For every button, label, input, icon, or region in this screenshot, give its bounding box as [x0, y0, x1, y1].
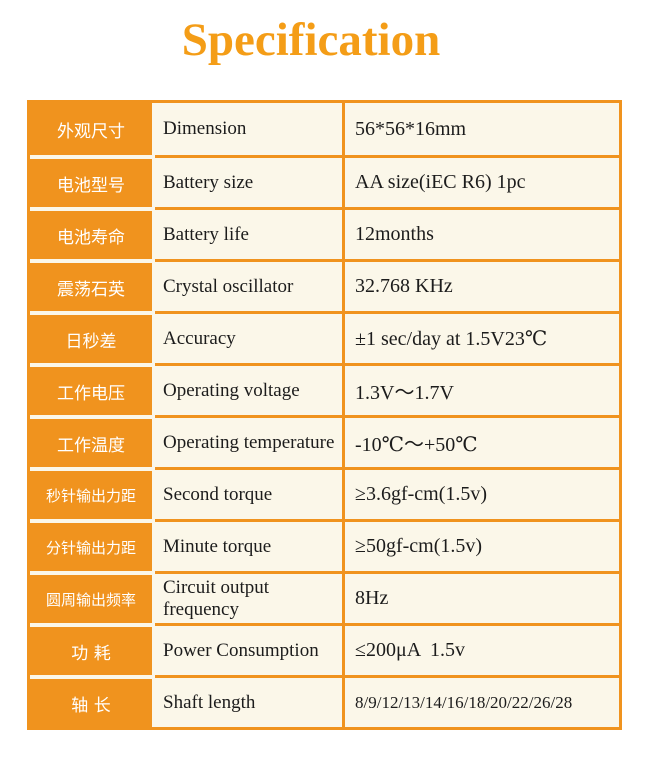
- spec-label-en: Battery size: [155, 155, 345, 207]
- spec-label-cn: 工作电压: [30, 363, 155, 415]
- spec-label-en: Circuit output frequency: [155, 571, 345, 623]
- page-title: Specification: [181, 14, 441, 66]
- spec-value: 32.768 KHz: [345, 259, 619, 311]
- spec-label-en: Crystal oscillator: [155, 259, 345, 311]
- spec-label-cn: 电池型号: [30, 155, 155, 207]
- spec-label-en: Accuracy: [155, 311, 345, 363]
- spec-label-en: Power Consumption: [155, 623, 345, 675]
- spec-value: ≥50gf-cm(1.5v): [345, 519, 619, 571]
- spec-value: ≤200μA 1.5v: [345, 623, 619, 675]
- spec-value: 12months: [345, 207, 619, 259]
- spec-label-en: Dimension: [155, 103, 345, 155]
- spec-label-en: Operating temperature: [155, 415, 345, 467]
- spec-label-cn: 秒针输出力距: [30, 467, 155, 519]
- spec-value: ±1 sec/day at 1.5V23℃: [345, 311, 619, 363]
- spec-label-cn: 轴 长: [30, 675, 155, 727]
- spec-value: AA size(iEC R6) 1pc: [345, 155, 619, 207]
- spec-label-en: Minute torque: [155, 519, 345, 571]
- spec-label-en: Shaft length: [155, 675, 345, 727]
- spec-value: 56*56*16mm: [355, 117, 467, 140]
- spec-label-cn: 功 耗: [30, 623, 155, 675]
- spec-label-cn: 日秒差: [30, 311, 155, 363]
- spec-label-cn: 震荡石英: [30, 259, 155, 311]
- spec-value: 8Hz: [345, 571, 619, 623]
- spec-value: -10℃～+50℃: [345, 415, 619, 467]
- spec-value: ≥3.6gf-cm(1.5v): [345, 467, 619, 519]
- spec-label-cn: 工作温度: [30, 415, 155, 467]
- spec-value: 1.3V～1.7V: [345, 363, 619, 415]
- spec-value: 8/9/12/13/14/16/18/20/22/26/28: [345, 675, 619, 727]
- spec-label-cn: 分针输出力距: [30, 519, 155, 571]
- specification-table: 外观尺寸 Dimension 56*56*16mm 电池型号 Battery s…: [27, 100, 622, 730]
- spec-label-en: Battery life: [155, 207, 345, 259]
- spec-label-cn: 电池寿命: [30, 207, 155, 259]
- spec-label-cn: 圆周输出频率: [30, 571, 155, 623]
- spec-label-cn: 外观尺寸: [30, 103, 155, 155]
- spec-label-en: Second torque: [155, 467, 345, 519]
- spec-label-en: Operating voltage: [155, 363, 345, 415]
